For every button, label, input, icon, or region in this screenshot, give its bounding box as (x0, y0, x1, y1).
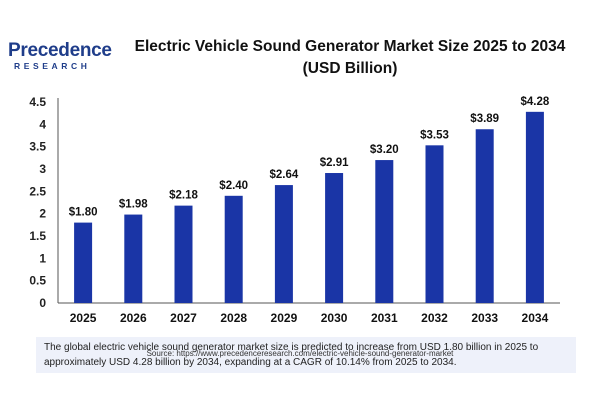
bar-data-label: $3.89 (470, 113, 499, 125)
y-tick-label: 0 (39, 296, 46, 310)
y-tick-label: 1.5 (29, 229, 46, 243)
y-tick-label: 3.5 (29, 140, 46, 154)
infographic-frame: Precedence RESEARCH Electric Vehicle Sou… (0, 30, 600, 373)
x-tick-label: 2031 (371, 311, 398, 325)
bar-data-label: $4.28 (521, 96, 550, 108)
description-box: The global electric vehicle sound genera… (36, 337, 576, 373)
x-tick-label: 2026 (120, 311, 147, 325)
x-tick-label: 2034 (522, 311, 549, 325)
y-tick-label: 4.5 (29, 95, 46, 109)
brand-logo: Precedence RESEARCH (8, 40, 118, 80)
chart-title-line-1: Electric Vehicle Sound Generator Market … (134, 38, 566, 55)
y-tick-label: 4 (39, 117, 46, 131)
brand-subtitle: RESEARCH (14, 61, 91, 71)
bar (375, 160, 394, 303)
x-tick-label: 2029 (271, 311, 298, 325)
bar-data-label: $3.53 (420, 129, 449, 141)
bar-data-label: $1.80 (69, 207, 98, 219)
x-tick-label: 2027 (170, 311, 197, 325)
bar (325, 173, 344, 303)
y-tick-label: 0.5 (29, 274, 46, 288)
x-tick-label: 2033 (471, 311, 498, 325)
bar-data-label: $1.98 (119, 199, 148, 211)
bar (425, 145, 444, 303)
bar-chart-svg: 0 0.5 1 1.5 2 2.5 3 3.5 4 4.5 $1.80 2025 $1.98 2026 $2… (29, 95, 560, 325)
bar-chart: 0 0.5 1 1.5 2 2.5 3 3.5 4 4.5 $1.80 2025 $1.98 2026 $2… (0, 90, 600, 340)
y-tick-label: 2.5 (29, 184, 46, 198)
x-tick-label: 2032 (421, 311, 448, 325)
bar (525, 111, 544, 304)
bar (124, 214, 143, 303)
bar (174, 205, 193, 303)
y-tick-label: 1 (39, 251, 46, 265)
y-tick-label: 2 (39, 207, 46, 221)
bar-data-label: $2.40 (219, 180, 248, 192)
brand-name: Precedence (8, 40, 112, 61)
bar-data-label: $2.91 (320, 157, 349, 169)
source-line: Source: https://www.precedenceresearch.c… (146, 349, 454, 358)
chart-title-line-2: (USD Billion) (302, 60, 398, 77)
bar-data-label: $2.64 (270, 169, 299, 181)
y-tick-label: 3 (39, 162, 46, 176)
bar-data-label: $2.18 (169, 190, 198, 202)
bar-data-label: $3.20 (370, 144, 399, 156)
x-tick-label: 2028 (220, 311, 247, 325)
bar (274, 185, 293, 303)
bar (74, 222, 93, 303)
bar (224, 195, 243, 303)
chart-title: Electric Vehicle Sound Generator Market … (110, 36, 590, 80)
bar (475, 129, 494, 303)
x-tick-label: 2025 (70, 311, 97, 325)
x-tick-label: 2030 (321, 311, 348, 325)
